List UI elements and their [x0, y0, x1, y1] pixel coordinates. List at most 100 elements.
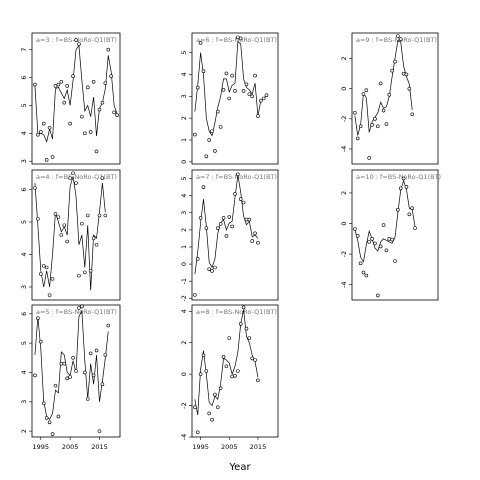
data-point [381, 223, 386, 227]
panel-frame [191, 169, 279, 301]
y-tick-label: 2 [20, 429, 28, 433]
data-point [253, 73, 257, 78]
data-point [384, 122, 389, 126]
y-tick-label: 1 [180, 245, 188, 249]
data-point [238, 322, 243, 326]
y-tick-label: -2 [180, 295, 188, 301]
data-point [390, 68, 394, 73]
data-point [361, 270, 366, 275]
data-point [74, 181, 78, 185]
y-tick-label: 5 [180, 176, 188, 180]
data-point [373, 241, 377, 246]
data-point [396, 207, 400, 212]
data-point [387, 92, 392, 97]
data-point [216, 109, 220, 114]
y-tick-label: 6 [20, 187, 28, 191]
data-point [36, 216, 40, 221]
data-point [236, 369, 240, 373]
y-tick-label: 4 [180, 72, 188, 76]
data-point [253, 358, 257, 362]
data-point [100, 382, 105, 387]
data-point [36, 132, 40, 137]
panel-frame [191, 304, 279, 438]
data-point [238, 36, 243, 41]
y-tick-label: 3 [20, 400, 28, 404]
data-point [358, 261, 363, 266]
data-point [36, 316, 40, 321]
data-point [77, 273, 81, 278]
data-point [224, 364, 229, 369]
y-tick-label: 7 [20, 48, 28, 52]
data-point [378, 81, 383, 86]
data-point [56, 215, 61, 219]
y-tick-label: 4 [20, 370, 28, 374]
data-point [97, 107, 102, 112]
panel-title: a=5 : f=BS-NoRo-Q1(BT) [36, 308, 117, 316]
y-tick-label: -2 [180, 402, 188, 408]
data-point [213, 149, 217, 153]
panel-frame [351, 169, 439, 301]
data-point [238, 197, 243, 201]
data-point [44, 265, 49, 270]
data-point [33, 373, 37, 378]
panel-title: a=4 : f=BS-NoRo-Q1(BT) [36, 173, 117, 181]
data-point [236, 172, 240, 177]
y-tick-label: 5 [20, 341, 28, 345]
data-point [68, 176, 72, 180]
data-point [62, 223, 67, 228]
data-point [396, 34, 400, 38]
data-point [195, 257, 200, 261]
y-tick-label: 4 [20, 252, 28, 256]
y-tick-label: 5 [180, 51, 188, 55]
panel-frame [31, 169, 121, 301]
y-tick-label: 2 [340, 191, 348, 195]
x-tick-label: 1995 [33, 443, 50, 451]
data-point [370, 237, 374, 241]
y-tick-label: 4 [20, 131, 28, 135]
fit-line [34, 309, 109, 420]
data-point [407, 86, 412, 91]
data-point [241, 200, 246, 205]
data-point [207, 411, 211, 416]
y-tick-label: 3 [180, 94, 188, 98]
data-point [256, 378, 260, 383]
data-point [38, 339, 43, 344]
y-tick-label: -4 [340, 146, 348, 152]
data-point [398, 186, 403, 191]
data-point [401, 71, 406, 76]
data-point [83, 270, 87, 275]
data-point [364, 88, 369, 93]
data-point [50, 277, 55, 281]
data-point [50, 432, 55, 436]
data-point [224, 234, 229, 238]
data-point [241, 305, 246, 310]
data-point [355, 233, 360, 238]
data-point [74, 38, 78, 42]
y-tick-label: -4 [180, 434, 188, 440]
panel-4: a=4 : f=BS-NoRo-Q1(BT) 3 4 5 6 [20, 169, 121, 301]
data-point [390, 237, 394, 242]
data-point [195, 430, 200, 435]
data-point [241, 89, 246, 93]
data-point [367, 240, 372, 244]
data-point [244, 217, 249, 222]
data-point [216, 226, 220, 230]
data-point [193, 293, 197, 297]
data-point [44, 416, 49, 420]
data-point [103, 353, 108, 357]
panel-2: a=6 : f=BS-NoRo-Q1(BT) 0 1 2 3 4 5 [180, 32, 279, 165]
data-point [85, 397, 90, 401]
data-point [384, 248, 389, 253]
data-point [91, 373, 96, 378]
data-point [33, 186, 37, 190]
data-point [370, 123, 374, 127]
data-point [233, 192, 237, 196]
data-point [41, 401, 46, 406]
fit-line [194, 41, 267, 137]
data-point [62, 100, 67, 105]
data-point [80, 304, 84, 309]
y-tick-label: -2 [340, 116, 348, 122]
data-point [256, 114, 260, 118]
data-point [401, 176, 406, 181]
